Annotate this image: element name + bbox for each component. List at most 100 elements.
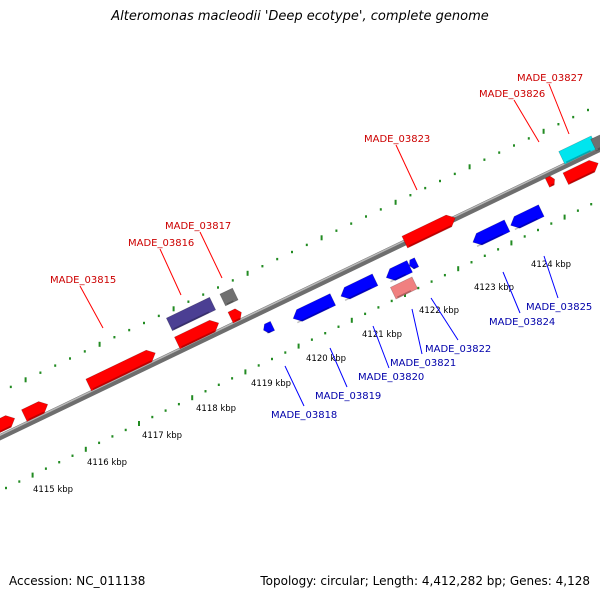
forward-gene-label: MADE_03815 — [50, 275, 116, 286]
reverse-label-leader — [284, 365, 305, 407]
reverse-gene — [263, 320, 276, 334]
forward-gene-shade — [181, 330, 216, 348]
map-title: Alteromonas macleodii 'Deep ecotype', co… — [111, 9, 489, 24]
reverse-gene — [340, 273, 379, 301]
reverse-gene-shape — [340, 273, 379, 300]
reverse-gene-label: MADE_03818 — [271, 410, 337, 421]
forward-gene-label: MADE_03827 — [517, 73, 583, 84]
reverse-label-leader — [411, 308, 423, 355]
genome-backbone-highlight — [0, 145, 600, 437]
forward-gene-shape — [85, 349, 156, 392]
forward-gene-shape — [0, 415, 16, 436]
hypothetical-gene-shape — [165, 296, 217, 332]
reverse-gene-label: MADE_03824 — [489, 317, 555, 328]
reverse-gene — [472, 219, 511, 247]
forward-gene-shade — [569, 170, 595, 184]
forward-gene-label: MADE_03817 — [165, 221, 231, 232]
forward-gene-shade — [0, 425, 12, 435]
reverse-gene-shape — [472, 219, 511, 246]
reverse-gene-shape — [409, 257, 420, 270]
reverse-label-leader — [502, 271, 521, 314]
reverse-gene-shape — [510, 204, 545, 229]
reverse-gene-shape — [292, 293, 337, 322]
gene-features — [0, 134, 600, 436]
reverse-gene-shape — [385, 260, 413, 281]
rna-gene — [389, 276, 419, 300]
reverse-label-leader — [543, 255, 559, 299]
forward-gene-shade — [234, 318, 241, 322]
forward-gene-shape — [562, 160, 599, 186]
kbp-tick-label: 4121 kbp — [362, 330, 402, 340]
reverse-gene-shade — [514, 217, 538, 231]
forward-gene-shape — [401, 214, 456, 249]
outer-tick-track — [9, 108, 589, 389]
forward-gene — [174, 319, 220, 350]
reverse-gene — [292, 293, 337, 324]
reverse-gene — [510, 204, 545, 231]
kbp-tick-label: 4118 kbp — [196, 404, 236, 414]
genome-backbone — [0, 145, 600, 441]
reverse-gene-shade — [297, 306, 330, 324]
accession-text: Accession: NC_011138 — [9, 574, 146, 588]
forward-label-leader — [159, 248, 182, 296]
reverse-gene-shade — [390, 273, 407, 283]
reverse-gene — [409, 257, 420, 270]
reverse-label-leader — [329, 347, 348, 388]
rna-gene-shade — [397, 290, 412, 298]
forward-label-leader — [395, 144, 418, 191]
forward-label-leader — [513, 99, 540, 143]
forward-gene-shade — [28, 411, 45, 421]
kbp-tick-label: 4120 kbp — [306, 354, 346, 364]
gene-labels: MADE_03815 MADE_03816 MADE_03817 MADE_03823… — [50, 73, 592, 421]
forward-gene-shape — [174, 319, 220, 350]
reverse-gene-label: MADE_03825 — [526, 302, 592, 313]
pseudo-gene — [219, 287, 239, 307]
reverse-label-leader — [372, 325, 390, 369]
rna-gene-shape — [389, 276, 419, 300]
forward-label-leader — [79, 285, 104, 329]
pseudo-gene-shade — [226, 300, 234, 305]
kbp-tick-label: 4124 kbp — [531, 260, 571, 270]
forward-gene — [227, 308, 242, 324]
forward-gene-shape — [227, 308, 242, 324]
forward-gene — [562, 160, 599, 186]
forward-label-leader — [199, 231, 223, 279]
forward-gene — [401, 214, 456, 249]
forward-gene — [544, 175, 555, 188]
reverse-gene-shape — [263, 320, 276, 334]
forward-gene-shape — [544, 175, 555, 188]
reverse-gene-label: MADE_03819 — [315, 391, 381, 402]
forward-gene-label: MADE_03816 — [128, 238, 194, 249]
kbp-tick-label: 4117 kbp — [142, 431, 182, 441]
kbp-tick-label: 4123 kbp — [474, 283, 514, 293]
reverse-gene — [385, 260, 413, 283]
forward-gene-label: MADE_03823 — [364, 134, 430, 145]
genome-summary-text: Topology: circular; Length: 4,412,282 bp… — [260, 574, 590, 588]
reverse-gene-shade — [266, 330, 272, 334]
forward-gene — [85, 349, 156, 392]
forward-gene — [0, 415, 16, 436]
reverse-gene-label: MADE_03820 — [358, 372, 424, 383]
forward-gene-shade — [550, 183, 555, 187]
forward-gene — [21, 401, 49, 422]
reverse-gene-label: MADE_03822 — [425, 344, 491, 355]
hypothetical-gene — [165, 296, 217, 332]
forward-gene-shade — [408, 225, 452, 247]
kbp-tick-label: 4115 kbp — [33, 485, 73, 495]
reverse-gene-shade — [476, 233, 504, 247]
pseudo-gene-shape — [590, 134, 600, 152]
reverse-gene-label: MADE_03821 — [390, 358, 456, 369]
hypothetical-gene-shade — [173, 311, 210, 330]
reverse-gene-shade — [412, 266, 417, 270]
reverse-gene-shade — [344, 287, 372, 301]
forward-gene-shape — [21, 401, 49, 422]
special-gene-shade — [565, 149, 591, 164]
kbp-tick-label: 4119 kbp — [251, 379, 291, 389]
forward-label-leader — [548, 83, 570, 135]
forward-gene-label: MADE_03826 — [479, 89, 545, 100]
reverse-label-leader — [430, 297, 459, 341]
forward-gene-shade — [92, 360, 152, 390]
pseudo-gene-shape — [219, 287, 239, 307]
